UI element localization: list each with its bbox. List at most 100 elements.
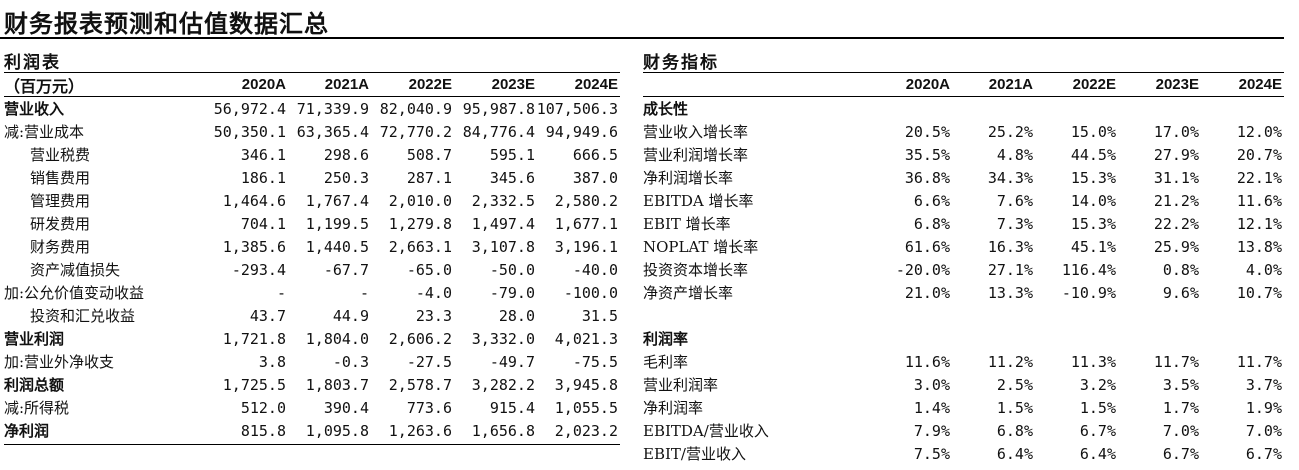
row-label: 投资资本增长率 <box>643 261 749 279</box>
value-cell: 1,497.4 <box>471 214 535 233</box>
value-cell: 773.6 <box>406 398 452 417</box>
value-cell: 298.6 <box>323 145 369 164</box>
value-cell: 2,010.0 <box>388 191 452 210</box>
value-cell: 1.4% <box>913 398 950 417</box>
value-cell: -293.4 <box>231 260 286 279</box>
income-year-header: 2023E <box>491 76 535 93</box>
row-label: 净利润率 <box>643 399 704 417</box>
value-cell: 23.3 <box>415 306 452 325</box>
value-cell: 12.0% <box>1236 122 1282 141</box>
metrics-header-divider <box>643 96 1284 97</box>
income-statement-panel: 利润表 （百万元） 2020A 2021A 2022E 2023E 2024E … <box>4 48 620 468</box>
value-cell: -67.7 <box>323 260 369 279</box>
row-label: 减:营业成本 <box>4 123 85 141</box>
value-cell: 71,339.9 <box>296 99 369 118</box>
value-cell: 43.7 <box>249 306 286 325</box>
value-cell: 346.1 <box>240 145 286 164</box>
value-cell: -65.0 <box>406 260 452 279</box>
value-cell: 3,107.8 <box>471 237 535 256</box>
value-cell: 95,987.8 <box>462 99 535 118</box>
value-cell: 27.1% <box>987 260 1033 279</box>
value-cell: - <box>359 283 369 302</box>
value-cell: 595.1 <box>489 145 535 164</box>
metrics-table-row: 毛利率 11.6% 11.2% 11.3% 11.7% 11.7% <box>643 350 1284 373</box>
row-label: 利润率 <box>643 330 689 348</box>
value-cell: -79.0 <box>489 283 535 302</box>
value-cell: 6.7% <box>1162 444 1199 463</box>
value-cell: 3,282.2 <box>471 375 535 394</box>
value-cell: 3.8 <box>258 352 286 371</box>
row-label: 净利润 <box>4 422 50 440</box>
value-cell: -4.0 <box>415 283 452 302</box>
value-cell: 11.7% <box>1153 352 1199 371</box>
value-cell: 2,580.2 <box>554 191 618 210</box>
income-year-header: 2022E <box>408 76 452 93</box>
value-cell: -50.0 <box>489 260 535 279</box>
value-cell: 1,385.6 <box>222 237 286 256</box>
income-table-row: 资产减值损失 -293.4 -67.7 -65.0 -50.0 -40.0 <box>4 258 620 281</box>
income-table-row: 管理费用 1,464.6 1,767.4 2,010.0 2,332.5 2,580.2 <box>4 189 620 212</box>
metrics-table-row: 净利润增长率 36.8% 34.3% 15.3% 31.1% 22.1% <box>643 166 1284 189</box>
value-cell: 94,949.6 <box>545 122 618 141</box>
metrics-header-row: 2020A 2021A 2022E 2023E 2024E <box>643 73 1284 96</box>
value-cell: 2,332.5 <box>471 191 535 210</box>
value-cell: 186.1 <box>240 168 286 187</box>
metrics-table-row: 营业利润增长率 35.5% 4.8% 44.5% 27.9% 20.7% <box>643 143 1284 166</box>
value-cell: 50,350.1 <box>213 122 286 141</box>
row-label: 减:所得税 <box>4 399 70 417</box>
value-cell: 1.5% <box>1079 398 1116 417</box>
value-cell: 915.4 <box>489 398 535 417</box>
financial-metrics-heading: 财务指标 <box>643 53 719 73</box>
income-bottom-rule <box>4 444 620 445</box>
income-table-row: 净利润 815.8 1,095.8 1,263.6 1,656.8 2,023.2 <box>4 419 620 442</box>
metrics-table-row: 营业利润率 3.0% 2.5% 3.2% 3.5% 3.7% <box>643 373 1284 396</box>
value-cell: 2,663.1 <box>388 237 452 256</box>
row-label: 净利润增长率 <box>643 169 734 187</box>
income-table-row: 加:营业外净收支 3.8 -0.3 -27.5 -49.7 -75.5 <box>4 350 620 373</box>
row-label: 加:营业外净收支 <box>4 353 115 371</box>
value-cell: 390.4 <box>323 398 369 417</box>
value-cell: 35.5% <box>904 145 950 164</box>
value-cell: 20.5% <box>904 122 950 141</box>
income-heading-divider <box>4 72 620 73</box>
value-cell: 815.8 <box>240 421 286 440</box>
value-cell: 6.8% <box>996 421 1033 440</box>
value-cell: 1.9% <box>1245 398 1282 417</box>
metrics-table-row: 投资资本增长率 -20.0% 27.1% 116.4% 0.8% 4.0% <box>643 258 1284 281</box>
value-cell: -27.5 <box>406 352 452 371</box>
value-cell: 1,656.8 <box>471 421 535 440</box>
value-cell: 2,578.7 <box>388 375 452 394</box>
value-cell: 387.0 <box>572 168 618 187</box>
row-label: 营业利润率 <box>643 376 719 394</box>
row-label: 营业税费 <box>30 146 91 164</box>
income-table-row: 减:营业成本 50,350.1 63,365.4 72,770.2 84,776.4 94… <box>4 120 620 143</box>
value-cell: 2,023.2 <box>554 421 618 440</box>
metrics-heading-divider <box>643 72 1284 73</box>
metrics-year-header: 2020A <box>905 76 950 93</box>
income-header-divider <box>4 96 620 97</box>
value-cell: 21.0% <box>904 283 950 302</box>
value-cell: 1,199.5 <box>305 214 369 233</box>
value-cell: 61.6% <box>904 237 950 256</box>
value-cell: 44.9 <box>332 306 369 325</box>
metrics-table-row: EBIT/营业收入 7.5% 6.4% 6.4% 6.7% 6.7% <box>643 442 1284 465</box>
value-cell: 666.5 <box>572 145 618 164</box>
value-cell: -49.7 <box>489 352 535 371</box>
value-cell: 11.2% <box>987 352 1033 371</box>
row-label: EBITDA/营业收入 <box>643 422 769 440</box>
row-label: 财务费用 <box>30 238 91 256</box>
value-cell: 1,725.5 <box>222 375 286 394</box>
value-cell: -40.0 <box>572 260 618 279</box>
value-cell: 14.0% <box>1070 191 1116 210</box>
value-cell: 7.0% <box>1162 421 1199 440</box>
row-label: 营业利润 <box>4 330 65 348</box>
income-table-row: 营业收入 56,972.4 71,339.9 82,040.9 95,987.8 107,… <box>4 97 620 120</box>
unit-label: （百万元） <box>4 76 85 96</box>
value-cell: 15.3% <box>1070 214 1116 233</box>
value-cell: 508.7 <box>406 145 452 164</box>
value-cell: 6.8% <box>913 214 950 233</box>
row-label: 利润总额 <box>4 376 65 394</box>
metrics-table-row: EBIT 增长率 6.8% 7.3% 15.3% 22.2% 12.1% <box>643 212 1284 235</box>
value-cell: 12.1% <box>1236 214 1282 233</box>
value-cell: 11.6% <box>904 352 950 371</box>
